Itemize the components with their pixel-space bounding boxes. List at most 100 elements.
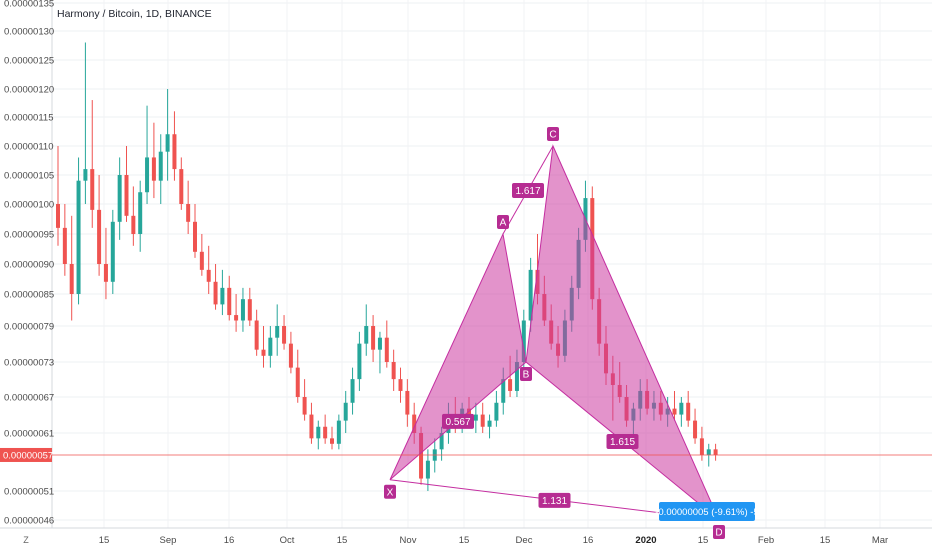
time-tick-label: Nov [400, 535, 417, 546]
overlays: 0.00000057 -0.00000005 (-9.61%) -5 [0, 447, 932, 521]
candle-body [480, 414, 485, 427]
ratio-label: 1.131 [542, 496, 567, 507]
candle-body [158, 151, 163, 181]
candle-body [501, 379, 506, 403]
candle-body [186, 204, 191, 222]
ratio-badge [512, 183, 544, 198]
price-tick-label: 0.00000125 [4, 56, 54, 67]
candle-body [371, 326, 376, 350]
time-tick-label: Feb [758, 535, 774, 546]
price-tick-label: 0.00000115 [4, 113, 54, 124]
candle-body [521, 320, 526, 362]
candle-body [494, 402, 499, 421]
candle-body [377, 337, 382, 350]
candle-body [288, 343, 293, 368]
time-axis-background [0, 528, 932, 550]
candle-body [193, 221, 197, 252]
candle-body [699, 438, 704, 455]
candle-body [706, 449, 711, 455]
price-tick-label: 0.00000061 [4, 429, 54, 440]
pattern-point-marker[interactable] [547, 127, 559, 141]
pattern-point-marker[interactable] [384, 484, 396, 499]
timezone-label: Z [23, 535, 29, 545]
pattern-point-label[interactable]: X [387, 487, 394, 498]
price-axis-background [0, 0, 52, 550]
candle-body [138, 192, 143, 234]
time-tick-label: 16 [224, 535, 235, 546]
time-tick-label: 15 [820, 535, 831, 546]
candle-body [234, 315, 239, 321]
pattern-point-marker[interactable] [520, 367, 532, 381]
ratio-label: 1.615 [610, 437, 635, 448]
price-tick-label: 0.00000051 [4, 487, 54, 498]
candle-body [330, 438, 334, 444]
candle-body [439, 433, 444, 450]
candle-body [117, 175, 122, 222]
price-tick-label: 0.00000120 [4, 85, 54, 96]
candle-body [672, 408, 677, 415]
time-tick-label: Dec [516, 535, 533, 546]
chart-title: Harmony / Bitcoin, 1D, BINANCE [57, 8, 212, 20]
candle-body [90, 169, 95, 210]
candle-body [412, 414, 417, 433]
candle-body [206, 269, 211, 282]
candle-body [364, 326, 369, 344]
candle-body [473, 414, 478, 421]
pattern-point-label[interactable]: A [500, 218, 507, 229]
candle-body [405, 390, 410, 415]
candle-body [508, 379, 513, 391]
candle-body [56, 204, 60, 228]
candle-body [145, 157, 150, 193]
candle-body [62, 227, 67, 264]
candle-body [97, 209, 102, 264]
time-axis[interactable]: 15 Sep 16 Oct 15 Nov 15 Dec 16 2020 15 Feb 15 Mar Z [0, 527, 932, 550]
pattern-point-label[interactable]: B [523, 370, 530, 381]
pattern-point-label[interactable]: D [715, 528, 722, 539]
pattern-point-marker[interactable] [713, 525, 725, 539]
candle-body [391, 362, 396, 380]
time-tick-label: 15 [459, 535, 470, 546]
pattern-point-label[interactable]: C [549, 130, 556, 141]
ratio-badge [538, 492, 571, 508]
measure-label-box[interactable] [659, 502, 755, 521]
candle-body [151, 157, 156, 181]
candle-body [357, 343, 362, 380]
ratio-badge [606, 434, 639, 449]
time-tick-label: Sep [160, 535, 177, 546]
price-tick-label: 0.00000130 [4, 27, 54, 38]
candle-body [343, 402, 348, 421]
measure-label-text[interactable]: -0.00000005 (-9.61%) -5 [655, 507, 759, 518]
candle-body [268, 337, 273, 356]
ratio-badge [442, 413, 474, 429]
price-axis[interactable]: 0.00000135 0.00000130 0.00000125 0.00000120… [0, 0, 54, 550]
time-tick-label: Oct [280, 535, 295, 546]
time-tick-label: 16 [583, 535, 594, 546]
price-tick-label: 0.00000090 [4, 260, 54, 271]
candle-body [247, 299, 252, 321]
candle-body [227, 287, 232, 316]
candle-body [309, 414, 314, 439]
candle-body [398, 379, 403, 391]
candle-body [336, 420, 341, 444]
price-tick-label: 0.00000073 [4, 358, 54, 369]
candle-body [323, 426, 328, 439]
candle-body [261, 349, 266, 356]
candle-body [487, 420, 492, 427]
candle-body [199, 251, 204, 270]
price-tick-label: 0.00000135 [4, 0, 54, 10]
candle-body [83, 169, 88, 181]
candle-body [316, 426, 321, 439]
candle-body [131, 215, 136, 234]
harmonic-pattern[interactable]: X A B C D 0.567 1.617 1.615 1.131 [384, 127, 725, 539]
price-tick-label: 0.00000067 [4, 393, 54, 404]
last-price-tag-text: 0.00000057 [3, 450, 53, 461]
candle-body [302, 397, 307, 415]
time-tick-label: 15 [337, 535, 348, 546]
candle-body [282, 326, 287, 344]
pattern-point-marker[interactable] [497, 215, 509, 229]
price-tick-label: 0.00000079 [4, 322, 54, 333]
candle-body [419, 433, 424, 479]
